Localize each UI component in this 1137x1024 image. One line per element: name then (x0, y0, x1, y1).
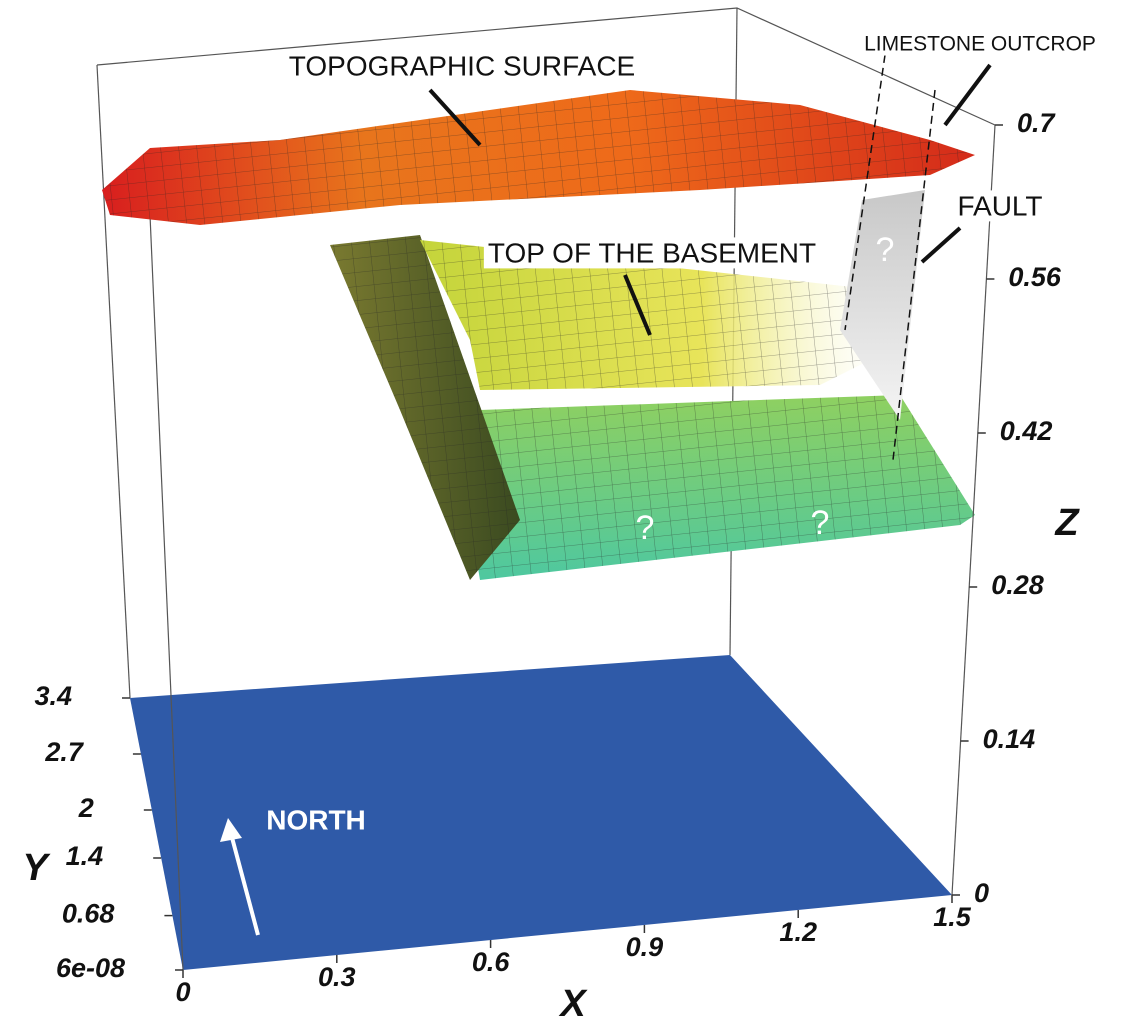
annotation: TOPOGRAPHIC SURFACE (289, 50, 635, 81)
annotation: ? (811, 504, 830, 542)
z-tick-label: 0.7 (1017, 108, 1057, 138)
x-tick-label: 0.3 (318, 962, 356, 992)
z-tick-label: 0.28 (991, 570, 1044, 600)
z-tick-label: 0 (974, 878, 989, 908)
z-axis-label: Z (1054, 502, 1080, 544)
z-tick-label: 0.42 (1000, 416, 1053, 446)
chart: 0 0.3 0.6 0.9 1.2 1.5 6e-08 0.68 1.4 2 2.7 3.4 0 0.14… (0, 0, 1137, 1024)
y-axis-label: Y (22, 847, 51, 889)
annotation: ? (636, 509, 655, 547)
y-tick-label: 6e-08 (56, 953, 125, 983)
annotation: LIMESTONE OUTCROP (864, 33, 1096, 56)
x-tick-label: 0 (175, 977, 190, 1007)
y-tick-label: 3.4 (34, 681, 72, 711)
x-axis-label: X (558, 983, 588, 1024)
x-tick-label: 1.5 (933, 902, 972, 932)
annotation: NORTH (266, 804, 366, 835)
y-tick-label: 1.4 (66, 841, 104, 871)
x-tick-label: 1.2 (779, 917, 817, 947)
annotation: FAULT (957, 190, 1042, 221)
x-tick-label: 0.6 (472, 947, 511, 977)
annotation: ? (876, 231, 895, 269)
z-tick-label: 0.14 (983, 724, 1036, 754)
annotation: TOP OF THE BASEMENT (488, 237, 816, 268)
y-tick-label: 0.68 (62, 899, 115, 929)
surfaces (102, 55, 975, 580)
z-tick-label: 0.56 (1008, 262, 1062, 292)
x-tick-label: 0.9 (626, 932, 664, 962)
y-tick-label: 2 (78, 793, 94, 823)
y-tick-label: 2.7 (44, 737, 85, 767)
